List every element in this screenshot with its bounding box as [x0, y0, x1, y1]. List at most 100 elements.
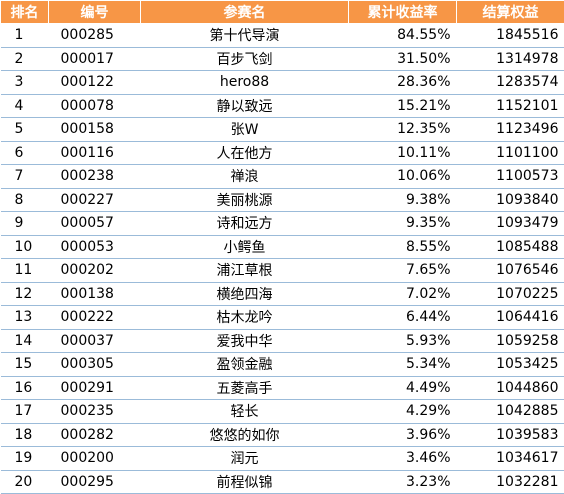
id-cell: 000037 [49, 329, 141, 353]
id-cell: 000017 [49, 47, 141, 71]
name-cell: 张W [141, 118, 349, 142]
rate-cell: 3.23% [349, 470, 457, 494]
name-cell: 第十代导演 [141, 24, 349, 48]
rate-cell: 4.49% [349, 376, 457, 400]
rank-cell: 10 [1, 235, 49, 259]
header-rate: 累计收益率 [349, 1, 457, 24]
equity-cell: 1064416 [457, 306, 564, 330]
id-cell: 000138 [49, 282, 141, 306]
name-cell: hero88 [141, 71, 349, 95]
rate-cell: 8.55% [349, 235, 457, 259]
name-cell: 百步飞剑 [141, 47, 349, 71]
equity-cell: 1053425 [457, 353, 564, 377]
rate-cell: 4.29% [349, 400, 457, 424]
equity-cell: 1039583 [457, 423, 564, 447]
rate-cell: 3.46% [349, 447, 457, 471]
rank-cell: 18 [1, 423, 49, 447]
equity-cell: 1044860 [457, 376, 564, 400]
id-cell: 000122 [49, 71, 141, 95]
equity-cell: 1042885 [457, 400, 564, 424]
header-name: 参赛名 [141, 1, 349, 24]
name-cell: 静以致远 [141, 94, 349, 118]
equity-cell: 1059258 [457, 329, 564, 353]
rank-cell: 2 [1, 47, 49, 71]
rank-cell: 7 [1, 165, 49, 189]
name-cell: 轻长 [141, 400, 349, 424]
name-cell: 盈领金融 [141, 353, 349, 377]
header-rank: 排名 [1, 1, 49, 24]
id-cell: 000305 [49, 353, 141, 377]
equity-cell: 1845516 [457, 24, 564, 48]
id-cell: 000078 [49, 94, 141, 118]
id-cell: 000053 [49, 235, 141, 259]
equity-cell: 1314978 [457, 47, 564, 71]
id-cell: 000116 [49, 141, 141, 165]
rank-cell: 19 [1, 447, 49, 471]
rate-cell: 5.93% [349, 329, 457, 353]
name-cell: 浦江草根 [141, 259, 349, 283]
rank-cell: 15 [1, 353, 49, 377]
name-cell: 前程似锦 [141, 470, 349, 494]
name-cell: 禅浪 [141, 165, 349, 189]
rank-cell: 13 [1, 306, 49, 330]
equity-cell: 1034617 [457, 447, 564, 471]
rate-cell: 31.50% [349, 47, 457, 71]
id-cell: 000200 [49, 447, 141, 471]
id-cell: 000235 [49, 400, 141, 424]
id-cell: 000222 [49, 306, 141, 330]
id-cell: 000285 [49, 24, 141, 48]
rank-cell: 14 [1, 329, 49, 353]
rank-cell: 9 [1, 212, 49, 236]
table-header: 排名 编号 参赛名 累计收益率 结算权益 [1, 1, 564, 24]
equity-cell: 1093840 [457, 188, 564, 212]
equity-cell: 1032281 [457, 470, 564, 494]
equity-cell: 1085488 [457, 235, 564, 259]
rank-cell: 6 [1, 141, 49, 165]
equity-cell: 1100573 [457, 165, 564, 189]
equity-cell: 1283574 [457, 71, 564, 95]
equity-cell: 1093479 [457, 212, 564, 236]
name-cell: 悠悠的如你 [141, 423, 349, 447]
equity-cell: 1070225 [457, 282, 564, 306]
rank-cell: 5 [1, 118, 49, 142]
id-cell: 000282 [49, 423, 141, 447]
id-cell: 000227 [49, 188, 141, 212]
rank-cell: 1 [1, 24, 49, 48]
rank-cell: 4 [1, 94, 49, 118]
rate-cell: 9.35% [349, 212, 457, 236]
name-cell: 人在他方 [141, 141, 349, 165]
rate-cell: 10.06% [349, 165, 457, 189]
id-cell: 000158 [49, 118, 141, 142]
rank-cell: 16 [1, 376, 49, 400]
name-cell: 美丽桃源 [141, 188, 349, 212]
name-cell: 诗和远方 [141, 212, 349, 236]
rank-cell: 20 [1, 470, 49, 494]
equity-cell: 1076546 [457, 259, 564, 283]
name-cell: 小鳄鱼 [141, 235, 349, 259]
equity-cell: 1123496 [457, 118, 564, 142]
id-cell: 000291 [49, 376, 141, 400]
name-cell: 润元 [141, 447, 349, 471]
header-row: 排名 编号 参赛名 累计收益率 结算权益 [1, 1, 564, 24]
rate-cell: 84.55% [349, 24, 457, 48]
rank-cell: 3 [1, 71, 49, 95]
